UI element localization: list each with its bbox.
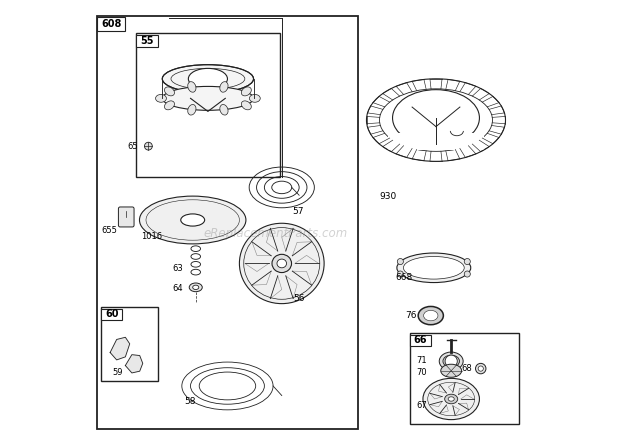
Ellipse shape [162,86,254,110]
Circle shape [476,363,486,374]
Ellipse shape [156,95,166,102]
Ellipse shape [249,95,260,102]
Bar [388,133,484,150]
Ellipse shape [448,397,454,401]
Text: 68: 68 [461,364,472,373]
Text: 64: 64 [172,284,183,293]
Ellipse shape [241,101,251,110]
Ellipse shape [181,214,205,226]
Ellipse shape [445,394,458,404]
Text: 67: 67 [417,401,427,411]
Text: 55: 55 [140,36,154,46]
Ellipse shape [189,283,202,292]
Polygon shape [110,337,130,360]
Circle shape [397,271,404,277]
Text: 60: 60 [105,309,118,319]
Text: 59: 59 [112,368,123,378]
Ellipse shape [404,257,464,279]
Ellipse shape [272,254,291,272]
Ellipse shape [239,223,324,304]
Circle shape [445,355,458,367]
Ellipse shape [418,306,443,325]
Bar [102,308,122,320]
Text: 57: 57 [293,207,304,216]
Bar [97,17,125,31]
Ellipse shape [220,105,228,115]
FancyBboxPatch shape [118,207,134,227]
Bar [136,35,158,47]
Text: 668: 668 [395,273,412,282]
Text: 1016: 1016 [141,232,162,241]
Ellipse shape [188,82,196,92]
Text: 71: 71 [417,356,427,365]
Ellipse shape [220,82,228,92]
Text: 930: 930 [379,191,397,201]
Text: 58: 58 [185,397,197,406]
Ellipse shape [164,87,174,96]
Circle shape [144,142,153,150]
Text: 608: 608 [101,19,122,29]
Polygon shape [125,355,143,373]
Ellipse shape [193,285,199,290]
Text: 63: 63 [172,264,183,273]
Ellipse shape [423,310,438,321]
Circle shape [464,271,471,277]
Ellipse shape [140,196,246,244]
Ellipse shape [392,90,479,146]
Ellipse shape [164,101,174,110]
Bar [410,335,431,346]
Text: 56: 56 [293,294,305,303]
Circle shape [397,259,404,264]
Ellipse shape [423,378,479,420]
Ellipse shape [397,253,471,282]
Ellipse shape [439,352,463,370]
Ellipse shape [277,259,286,268]
Bar [97,16,358,429]
Circle shape [464,259,471,264]
Bar [410,333,518,424]
Ellipse shape [188,105,196,115]
Text: 65: 65 [128,142,138,150]
Text: 655: 655 [102,226,118,235]
Ellipse shape [188,68,228,89]
Ellipse shape [162,65,254,93]
Bar [102,307,158,381]
Circle shape [478,366,484,371]
Text: eReplacementParts.com: eReplacementParts.com [203,227,347,239]
Text: 70: 70 [417,367,427,377]
Text: 66: 66 [414,335,427,345]
Ellipse shape [241,87,251,96]
Bar [136,33,280,176]
Ellipse shape [441,364,462,377]
Ellipse shape [443,355,459,367]
Text: 76: 76 [405,311,417,320]
